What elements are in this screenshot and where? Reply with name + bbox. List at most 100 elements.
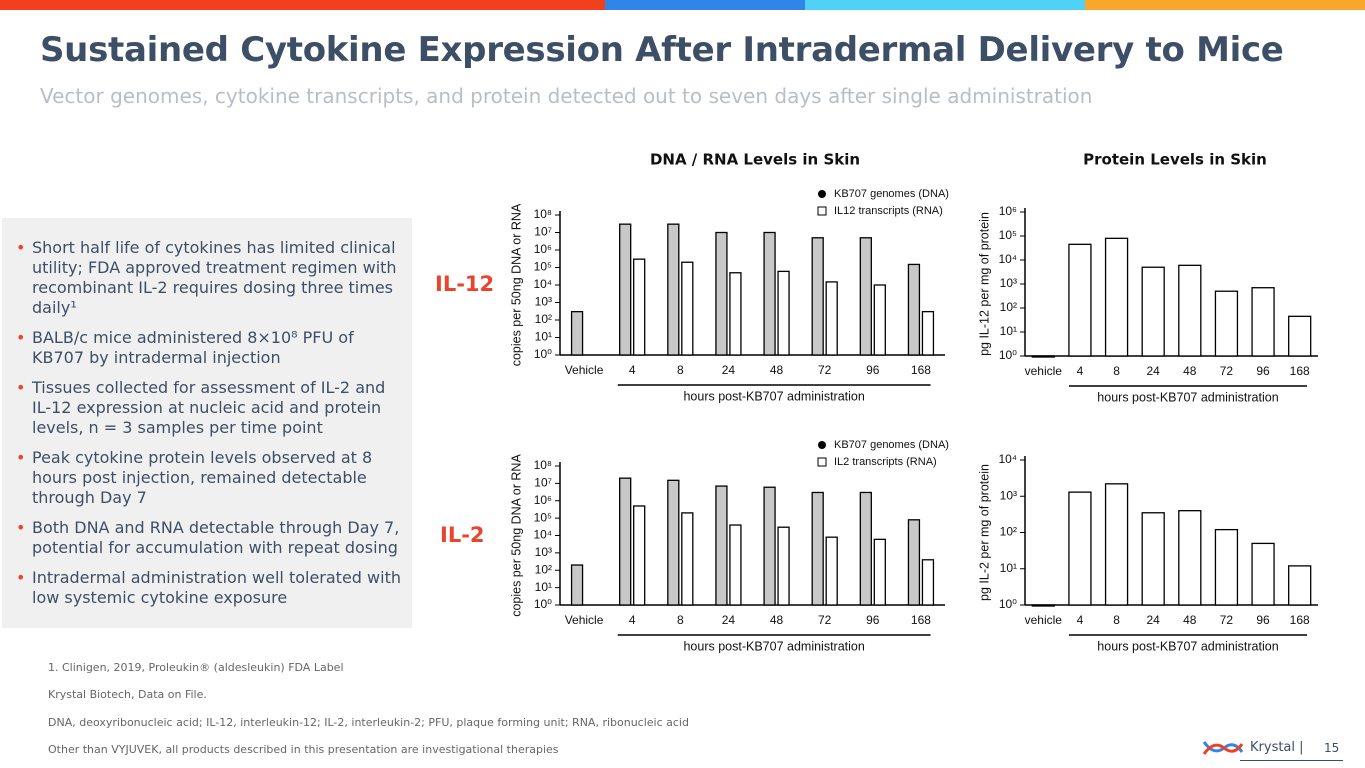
row-label: IL-12 bbox=[435, 272, 495, 296]
y-tick-label: 10² bbox=[1000, 525, 1017, 539]
row-label: IL-2 bbox=[440, 523, 485, 547]
x-tick-label: 72 bbox=[1220, 613, 1234, 627]
legend-swatch bbox=[817, 457, 827, 467]
top-bar-blue bbox=[605, 0, 805, 10]
bar bbox=[1251, 542, 1275, 606]
legend-swatch bbox=[818, 190, 826, 198]
x-tick-label: 8 bbox=[1113, 364, 1120, 378]
y-tick-label: 10³ bbox=[1000, 488, 1017, 502]
x-tick-label: 96 bbox=[1256, 613, 1270, 627]
bar bbox=[777, 270, 790, 356]
bar bbox=[633, 505, 646, 606]
y-axis-label: copies per 50ng DNA or RNA bbox=[509, 203, 523, 366]
x-tick-label: vehicle bbox=[1025, 613, 1063, 627]
bar bbox=[619, 477, 632, 606]
legend-swatch bbox=[817, 206, 827, 216]
bar bbox=[570, 564, 584, 606]
x-tick-label: 168 bbox=[1290, 613, 1310, 627]
x-tick-label: 168 bbox=[911, 363, 931, 377]
bar bbox=[1288, 315, 1312, 357]
bar bbox=[1251, 287, 1275, 357]
y-tick-label: 10⁴ bbox=[533, 277, 552, 291]
y-tick-label: 10⁵ bbox=[999, 228, 1017, 242]
bar bbox=[859, 237, 872, 356]
bar bbox=[811, 237, 824, 356]
bar bbox=[1288, 565, 1312, 606]
bar bbox=[1214, 528, 1239, 606]
bar bbox=[1141, 266, 1165, 357]
x-tick-label: 24 bbox=[1147, 364, 1161, 378]
x-tick-label: 8 bbox=[677, 613, 684, 627]
x-tick-label: 4 bbox=[629, 613, 636, 627]
y-tick-label: 10⁰ bbox=[534, 597, 552, 611]
y-tick-label: 10⁰ bbox=[534, 347, 552, 361]
x-tick-label: 4 bbox=[1077, 613, 1084, 627]
footnote: 1. Clinigen, 2019, Proleukin® (aldesleuk… bbox=[48, 661, 344, 674]
bullet: Intradermal administration well tolerate… bbox=[16, 568, 402, 608]
legend-label: IL2 transcripts (RNA) bbox=[834, 456, 937, 468]
y-tick-label: 10⁵ bbox=[534, 260, 552, 274]
title: Sustained Cytokine Expression After Intr… bbox=[40, 30, 1284, 70]
footnote: Other than VYJUVEK, all products describ… bbox=[48, 743, 559, 756]
y-tick-label: 10² bbox=[1000, 300, 1017, 314]
x-tick-label: 96 bbox=[866, 363, 880, 377]
bar bbox=[763, 231, 776, 356]
legend-label: IL12 transcripts (RNA) bbox=[834, 205, 943, 217]
x-tick-label: vehicle bbox=[1025, 364, 1063, 378]
bar bbox=[619, 223, 632, 356]
y-tick-label: 10⁷ bbox=[534, 476, 552, 490]
x-tick-label: 168 bbox=[1290, 364, 1310, 378]
legend-label: KB707 genomes (DNA) bbox=[834, 439, 949, 451]
legend-label: KB707 genomes (DNA) bbox=[834, 188, 949, 200]
x-axis-label: hours post-KB707 administration bbox=[683, 389, 864, 403]
chart-title: DNA / RNA Levels in Skin bbox=[650, 151, 860, 169]
brand: Krystal | bbox=[1250, 740, 1304, 755]
y-tick-label: 10⁷ bbox=[534, 225, 552, 239]
bar bbox=[1178, 510, 1202, 606]
bar bbox=[921, 311, 935, 356]
bar bbox=[681, 261, 694, 356]
y-tick-label: 10³ bbox=[535, 295, 552, 309]
x-tick-label: 24 bbox=[722, 363, 736, 377]
x-axis-label: hours post-KB707 administration bbox=[1097, 639, 1278, 653]
y-axis-label: pg IL-2 per mg of protein bbox=[977, 464, 991, 601]
bar bbox=[1068, 243, 1092, 357]
footer-rule bbox=[1240, 760, 1343, 761]
bullet: Short half life of cytokines has limited… bbox=[16, 238, 402, 318]
bar bbox=[729, 524, 742, 606]
bar bbox=[921, 559, 935, 606]
y-tick-label: 10⁰ bbox=[999, 597, 1017, 611]
x-tick-label: 48 bbox=[770, 363, 784, 377]
y-tick-label: 10¹ bbox=[535, 330, 552, 344]
subtitle: Vector genomes, cytokine transcripts, an… bbox=[40, 84, 1093, 108]
x-tick-label: 48 bbox=[1183, 613, 1197, 627]
y-tick-label: 10⁰ bbox=[999, 348, 1017, 362]
x-tick-label: 8 bbox=[1113, 613, 1120, 627]
x-tick-label: 72 bbox=[818, 363, 832, 377]
bar bbox=[1104, 237, 1129, 357]
bar bbox=[1104, 483, 1129, 606]
footnote: Krystal Biotech, Data on File. bbox=[48, 688, 207, 701]
y-tick-label: 10¹ bbox=[535, 580, 552, 594]
x-tick-label: 96 bbox=[866, 613, 880, 627]
bar bbox=[907, 519, 921, 606]
bullet: Peak cytokine protein levels observed at… bbox=[16, 448, 402, 508]
bar bbox=[1031, 355, 1055, 358]
bar bbox=[633, 258, 646, 356]
x-tick-label: 96 bbox=[1256, 364, 1270, 378]
x-tick-label: 72 bbox=[818, 613, 832, 627]
chart-title: Protein Levels in Skin bbox=[1083, 151, 1267, 169]
bar bbox=[777, 526, 790, 606]
x-tick-label: 48 bbox=[1183, 364, 1197, 378]
bullet: Both DNA and RNA detectable through Day … bbox=[16, 518, 402, 558]
bar bbox=[667, 223, 680, 356]
bar bbox=[570, 311, 584, 356]
y-tick-label: 10⁴ bbox=[533, 528, 552, 542]
legend-swatch bbox=[818, 441, 826, 449]
y-tick-label: 10³ bbox=[535, 545, 552, 559]
x-tick-label: Vehicle bbox=[565, 613, 604, 627]
y-tick-label: 10² bbox=[535, 312, 552, 326]
bar bbox=[907, 263, 921, 356]
